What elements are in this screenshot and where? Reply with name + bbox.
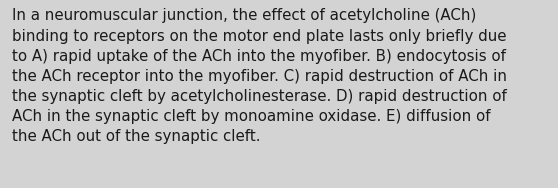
Text: In a neuromuscular junction, the effect of acetylcholine (ACh)
binding to recept: In a neuromuscular junction, the effect … — [12, 8, 507, 144]
